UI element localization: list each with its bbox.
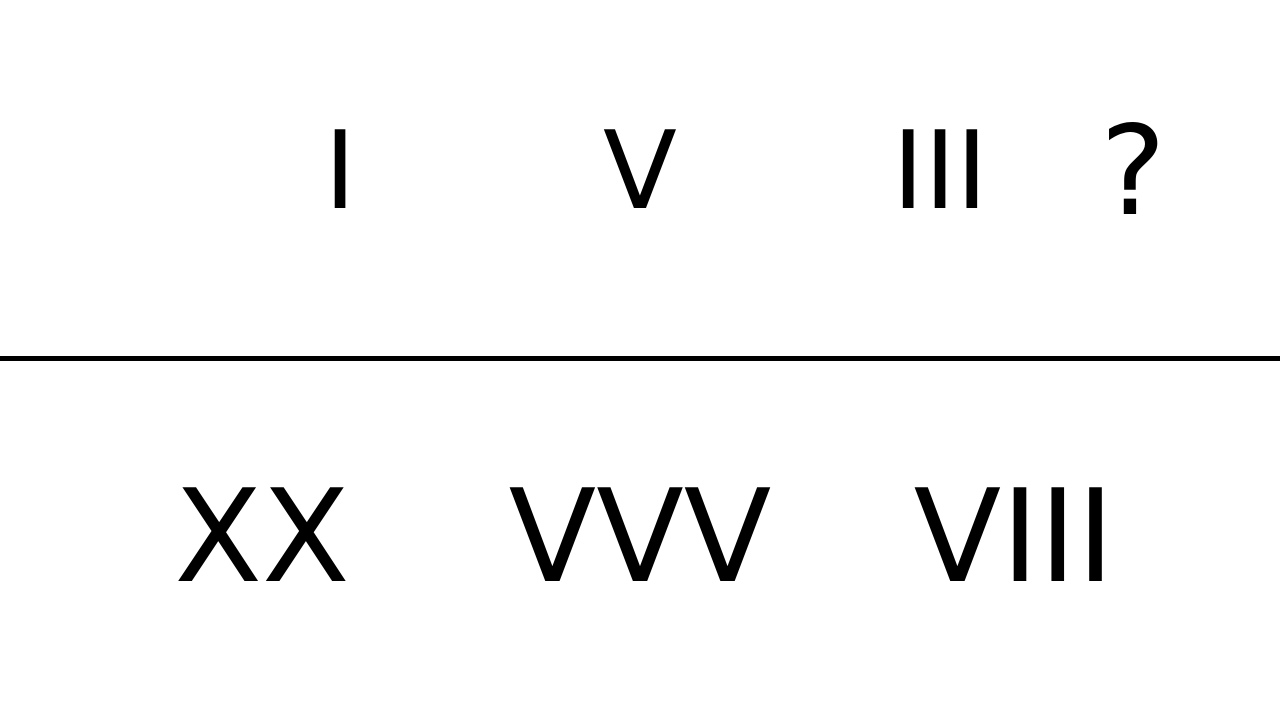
bottom-numeral-1: XX xyxy=(174,463,350,612)
question-mark: ? xyxy=(1100,100,1166,244)
top-numeral-1: I xyxy=(324,109,356,234)
top-numeral-3: III xyxy=(892,109,988,234)
top-numeral-2: V xyxy=(603,109,677,234)
bottom-numeral-2: VVV xyxy=(508,463,772,612)
bottom-numeral-3: VIII xyxy=(913,463,1115,612)
divider-line xyxy=(0,356,1280,361)
